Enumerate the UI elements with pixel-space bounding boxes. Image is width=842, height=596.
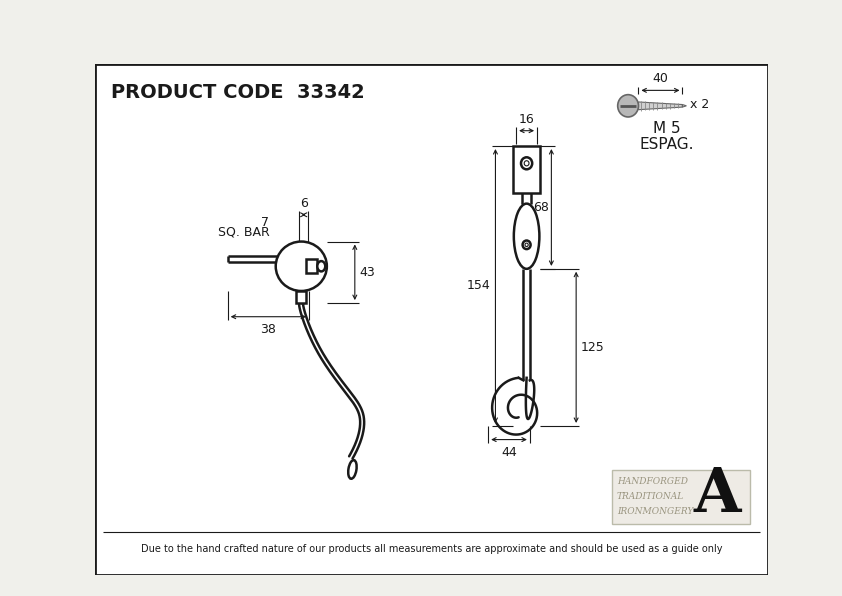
Text: 125: 125 xyxy=(581,341,605,354)
Text: 44: 44 xyxy=(501,446,517,458)
Polygon shape xyxy=(638,102,682,110)
Text: TRADITIONAL: TRADITIONAL xyxy=(617,492,685,501)
Text: M 5: M 5 xyxy=(653,121,680,136)
Ellipse shape xyxy=(317,261,325,271)
Circle shape xyxy=(525,161,529,166)
Text: 7: 7 xyxy=(261,216,269,228)
Bar xyxy=(296,291,306,303)
Text: HANDFORGED: HANDFORGED xyxy=(617,477,688,486)
Ellipse shape xyxy=(349,460,357,479)
Text: 68: 68 xyxy=(533,201,549,214)
Circle shape xyxy=(525,243,528,247)
Bar xyxy=(513,146,541,193)
Text: IRONMONGERY: IRONMONGERY xyxy=(617,507,693,516)
Text: 6: 6 xyxy=(300,197,307,210)
Text: PRODUCT CODE  33342: PRODUCT CODE 33342 xyxy=(111,83,365,102)
Circle shape xyxy=(523,241,530,249)
Text: A: A xyxy=(693,465,740,525)
Text: 43: 43 xyxy=(360,266,376,279)
Text: SQ. BAR: SQ. BAR xyxy=(217,226,269,239)
Ellipse shape xyxy=(514,204,540,269)
Text: ESPAG.: ESPAG. xyxy=(640,136,694,152)
Text: 154: 154 xyxy=(467,280,491,293)
Circle shape xyxy=(521,157,532,169)
Text: Due to the hand crafted nature of our products all measurements are approximate : Due to the hand crafted nature of our pr… xyxy=(141,544,722,554)
Bar xyxy=(306,259,317,273)
Ellipse shape xyxy=(275,241,327,291)
Text: 40: 40 xyxy=(653,72,669,85)
Polygon shape xyxy=(682,104,686,107)
Bar xyxy=(612,470,749,524)
Text: 16: 16 xyxy=(519,113,535,126)
Text: 38: 38 xyxy=(260,322,276,336)
Text: x 2: x 2 xyxy=(690,98,710,111)
Circle shape xyxy=(618,95,638,117)
